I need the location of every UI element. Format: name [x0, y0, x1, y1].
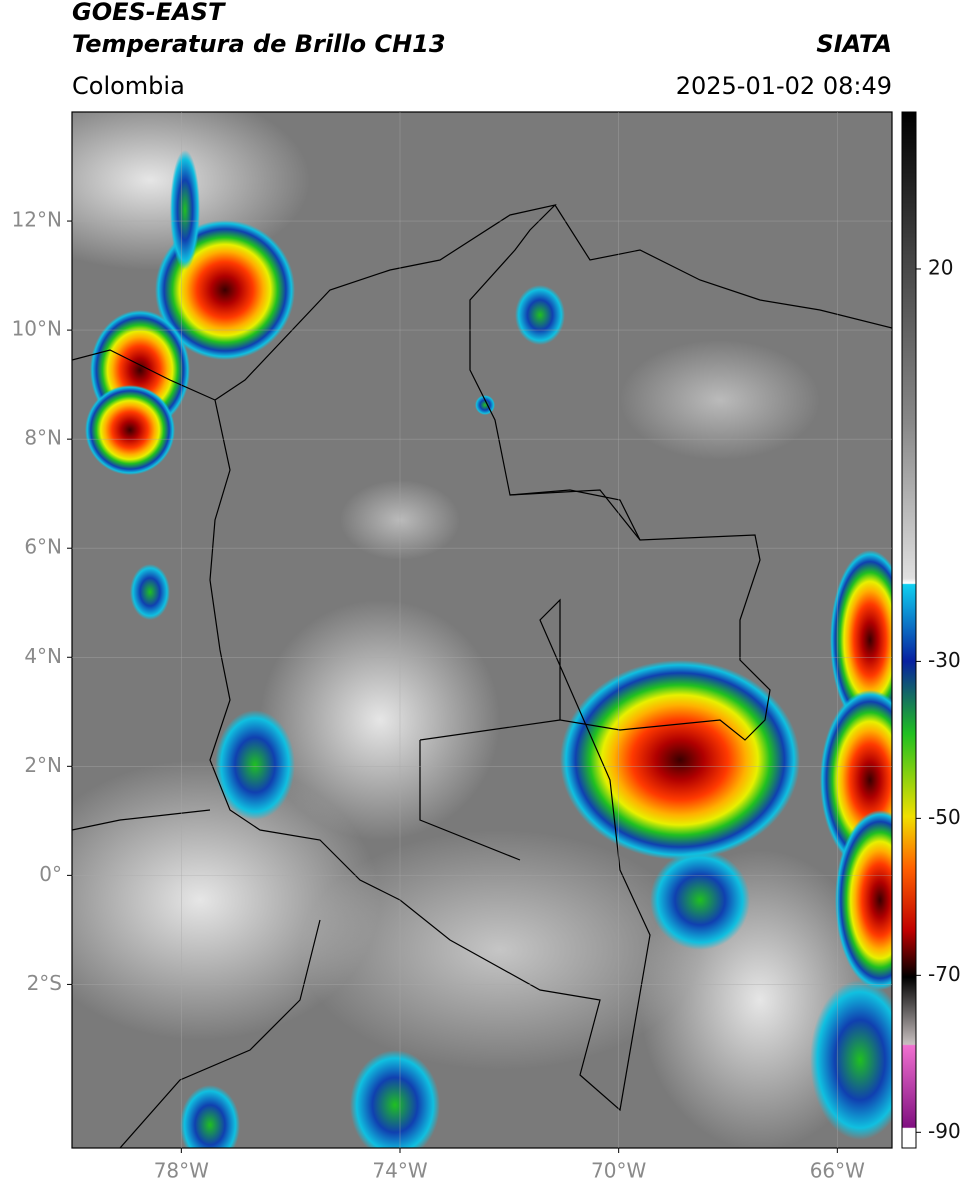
colorbar-tick-label: -70 — [928, 962, 961, 986]
y-tick-label: 8°N — [24, 426, 62, 450]
title: GOES-EAST — [72, 0, 226, 26]
y-tick-label: 2°S — [27, 971, 62, 995]
colorbar-tick-label: -30 — [928, 648, 961, 672]
region: Colombia — [72, 72, 185, 100]
colorbar-tick-label: -90 — [928, 1119, 961, 1143]
colorbar-tick-label: -50 — [928, 805, 961, 829]
colorbar-tick-label: 20 — [928, 255, 953, 279]
y-tick-label: 10°N — [12, 317, 62, 341]
y-tick-label: 6°N — [24, 535, 62, 559]
y-tick-label: 4°N — [24, 644, 62, 668]
subtitle: Temperatura de Brillo CH13 — [72, 30, 446, 58]
x-tick-label: 70°W — [591, 1159, 646, 1183]
colorbar — [901, 111, 917, 1149]
x-tick-label: 74°W — [372, 1159, 427, 1183]
x-tick-label: 66°W — [810, 1159, 865, 1183]
y-tick-label: 0° — [39, 862, 62, 886]
datetime: 2025-01-02 08:49 — [676, 72, 892, 100]
map-frame — [71, 111, 893, 1149]
source: SIATA — [816, 30, 892, 58]
y-tick-label: 12°N — [12, 208, 62, 232]
y-tick-label: 2°N — [24, 753, 62, 777]
map-image — [72, 112, 892, 1148]
x-tick-label: 78°W — [154, 1159, 209, 1183]
